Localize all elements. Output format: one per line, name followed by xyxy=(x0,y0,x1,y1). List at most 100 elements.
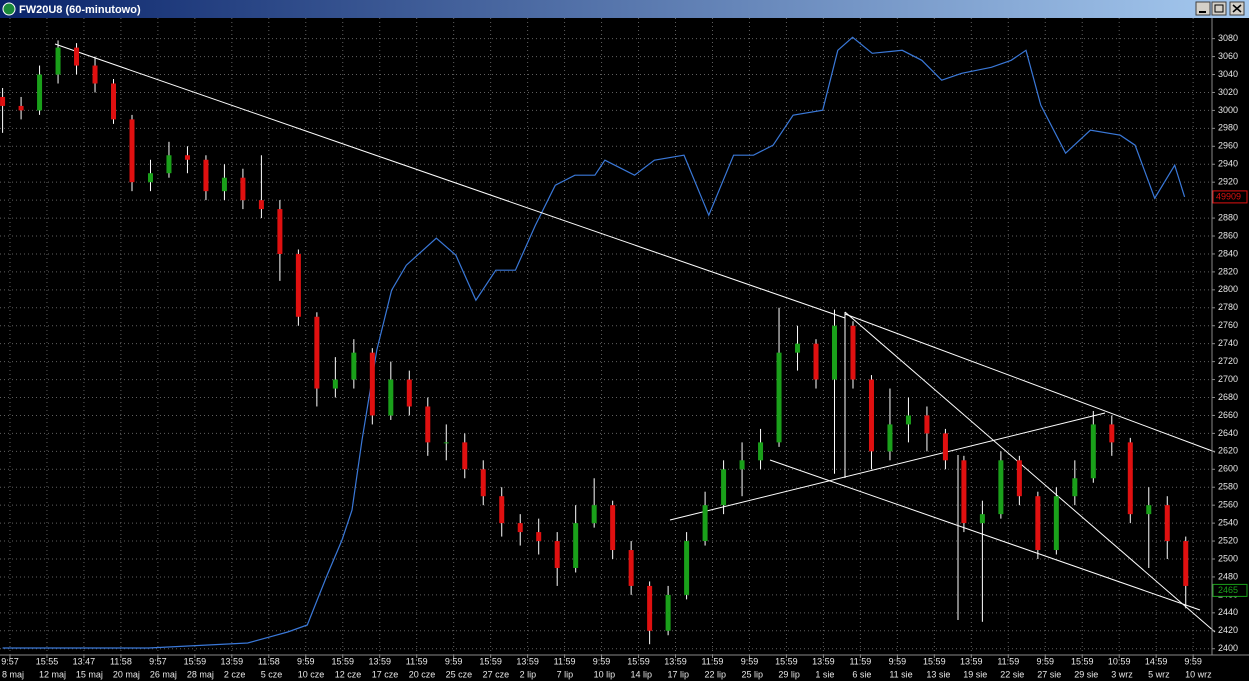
y-tick-label: 2980 xyxy=(1218,123,1238,133)
x-date-label: 20 maj xyxy=(113,669,140,679)
y-tick-label: 2780 xyxy=(1218,302,1238,312)
candle-body xyxy=(831,325,837,380)
y-tick-label: 2860 xyxy=(1218,230,1238,240)
x-date-label: 25 cze xyxy=(446,669,473,679)
x-tick-label: 15:59 xyxy=(923,656,946,666)
trend-lines xyxy=(54,43,1216,633)
candle-body xyxy=(221,177,227,192)
y-tick-label: 2500 xyxy=(1218,553,1238,563)
candle-body xyxy=(18,105,24,111)
candle-body xyxy=(1146,505,1152,515)
x-date-label: 28 maj xyxy=(187,669,214,679)
candle-body xyxy=(203,159,209,192)
x-tick-label: 13:59 xyxy=(221,656,244,666)
x-tick-label: 15:59 xyxy=(1071,656,1094,666)
y-tick-label: 2800 xyxy=(1218,284,1238,294)
minimize-button[interactable] xyxy=(1195,1,1211,16)
candle-body xyxy=(758,442,764,461)
y-tick-label: 2940 xyxy=(1218,159,1238,169)
candle-body xyxy=(425,406,431,443)
x-tick-label: 9:59 xyxy=(593,656,611,666)
x-tick-label: 9:59 xyxy=(889,656,907,666)
candle-body xyxy=(1072,478,1078,497)
candle-body xyxy=(351,352,357,380)
x-tick-label: 15:59 xyxy=(184,656,207,666)
x-date-label: 12 maj xyxy=(39,669,66,679)
candle-body xyxy=(1127,442,1133,515)
x-date-label: 13 sie xyxy=(926,669,950,679)
candle-body xyxy=(1183,541,1189,586)
x-date-label: 3 wrz xyxy=(1111,669,1133,679)
x-tick-label: 9:57 xyxy=(149,656,167,666)
window-buttons[interactable] xyxy=(1195,1,1245,16)
candle-body xyxy=(92,65,98,84)
x-tick-label: 13:59 xyxy=(812,656,835,666)
open-interest xyxy=(2,36,1186,649)
trend-line xyxy=(769,459,1201,611)
x-tick-label: 9:59 xyxy=(297,656,315,666)
x-tick-label: 13:59 xyxy=(368,656,391,666)
candle-body xyxy=(628,550,634,586)
y-tick-label: 2740 xyxy=(1218,338,1238,348)
x-tick-label: 11:59 xyxy=(997,656,1019,666)
candle-body xyxy=(536,532,542,542)
x-tick-label: 11:59 xyxy=(849,656,871,666)
candle-body xyxy=(905,415,911,425)
candle-body xyxy=(55,47,61,75)
y-tick-label: 2560 xyxy=(1218,500,1238,510)
y-tick-label: 3060 xyxy=(1218,51,1238,61)
x-tick-label: 15:59 xyxy=(479,656,502,666)
x-date-label: 20 cze xyxy=(409,669,436,679)
candle-body xyxy=(887,424,893,452)
maximize-button[interactable] xyxy=(1211,1,1227,16)
candle-body xyxy=(610,505,616,551)
candle-body xyxy=(942,433,948,461)
candle-body xyxy=(961,460,967,524)
candle-body xyxy=(74,47,80,66)
oi-marker-label: 49909 xyxy=(1216,191,1241,201)
candle-body xyxy=(924,415,930,434)
x-date-label: 5 cze xyxy=(261,669,283,679)
x-date-label: 10 cze xyxy=(298,669,325,679)
y-tick-label: 3000 xyxy=(1218,105,1238,115)
candle-body xyxy=(739,460,745,470)
x-date-label: 14 lip xyxy=(631,669,653,679)
y-tick-label: 3040 xyxy=(1218,69,1238,79)
candle-body xyxy=(462,442,468,470)
trend-line xyxy=(669,412,1106,521)
trend-line xyxy=(844,311,1216,633)
candle-body xyxy=(795,343,801,353)
candle-body xyxy=(517,523,523,533)
x-date-label: 10 lip xyxy=(594,669,616,679)
candle-body xyxy=(813,343,819,380)
y-tick-label: 2640 xyxy=(1218,428,1238,438)
x-tick-label: 11:58 xyxy=(110,656,132,666)
x-tick-label: 13:59 xyxy=(516,656,539,666)
candle-body xyxy=(480,469,486,497)
x-tick-label: 13:47 xyxy=(73,656,96,666)
candle-body xyxy=(332,379,338,389)
x-tick-label: 9:59 xyxy=(445,656,463,666)
close-glyph xyxy=(1232,4,1242,13)
y-tick-label: 2480 xyxy=(1218,571,1238,581)
title-bar xyxy=(0,0,1249,18)
y-tick-label: 2580 xyxy=(1218,482,1238,492)
candle-body xyxy=(37,74,43,111)
y-tick-label: 2840 xyxy=(1218,248,1238,258)
x-date-label: 2 cze xyxy=(224,669,246,679)
candle-body xyxy=(499,496,505,524)
y-tick-label: 2400 xyxy=(1218,643,1238,653)
candle-body xyxy=(1164,505,1170,542)
candle-body xyxy=(388,379,394,416)
candle-body xyxy=(1016,460,1022,497)
candle-body xyxy=(1053,496,1059,551)
y-tick-label: 3080 xyxy=(1218,33,1238,43)
candle-body xyxy=(406,379,412,407)
candle-body xyxy=(591,505,597,524)
x-date-label: 12 cze xyxy=(335,669,362,679)
x-tick-label: 10:59 xyxy=(1108,656,1131,666)
x-date-label: 26 maj xyxy=(150,669,177,679)
x-date-label: 15 maj xyxy=(76,669,103,679)
